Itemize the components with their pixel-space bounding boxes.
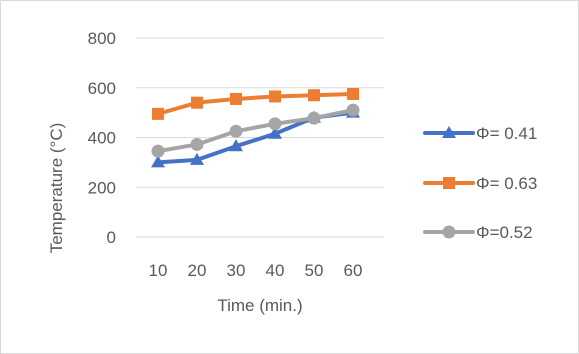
y-tick-label: 200 xyxy=(88,178,116,197)
legend-marker xyxy=(442,225,456,239)
data-point xyxy=(307,111,321,125)
gridlines xyxy=(136,37,384,238)
data-point xyxy=(230,92,242,105)
y-tick-label: 400 xyxy=(88,129,116,148)
legend-label: Φ= 0.63 xyxy=(476,174,537,193)
data-point xyxy=(308,89,320,102)
data-point xyxy=(268,117,282,131)
data-point xyxy=(152,107,164,120)
x-tick-label: 30 xyxy=(227,261,246,280)
data-point xyxy=(268,126,282,139)
x-tick-label: 10 xyxy=(149,261,168,280)
y-tick-label: 600 xyxy=(88,79,116,98)
legend-item: Φ= 0.41 xyxy=(423,124,537,143)
legend-marker xyxy=(442,126,456,138)
series-2 xyxy=(151,103,360,158)
legend-item: Φ= 0.63 xyxy=(423,174,537,193)
data-point xyxy=(151,144,165,158)
y-tick-label: 0 xyxy=(107,228,116,247)
series-layer xyxy=(151,87,360,168)
data-point xyxy=(151,155,165,168)
y-tick-label: 800 xyxy=(88,29,116,48)
y-axis-title: Temperature (°C) xyxy=(47,123,66,254)
data-point xyxy=(347,87,359,100)
legend-label: Φ= 0.41 xyxy=(476,124,537,143)
legend-marker xyxy=(443,177,455,189)
series-line xyxy=(156,108,355,154)
data-point xyxy=(346,103,360,117)
series-line xyxy=(156,91,355,116)
axis-labels: 0 200 400 600 800 10 20 30 40 50 60 xyxy=(88,29,363,280)
series-1 xyxy=(152,87,359,120)
x-tick-label: 40 xyxy=(266,261,285,280)
x-tick-label: 50 xyxy=(305,261,324,280)
data-point xyxy=(190,152,204,165)
x-tick-label: 20 xyxy=(188,261,207,280)
legend-item: Φ=0.52 xyxy=(423,223,533,242)
data-point xyxy=(229,124,243,138)
legend-label: Φ=0.52 xyxy=(476,223,533,242)
data-point xyxy=(190,137,204,151)
data-point xyxy=(191,96,203,109)
data-point xyxy=(269,90,281,103)
data-point xyxy=(229,139,243,152)
x-tick-label: 60 xyxy=(344,261,363,280)
legend: Φ= 0.41 Φ= 0.63 Φ=0.52 xyxy=(423,124,537,242)
x-axis-title: Time (min.) xyxy=(217,296,302,315)
